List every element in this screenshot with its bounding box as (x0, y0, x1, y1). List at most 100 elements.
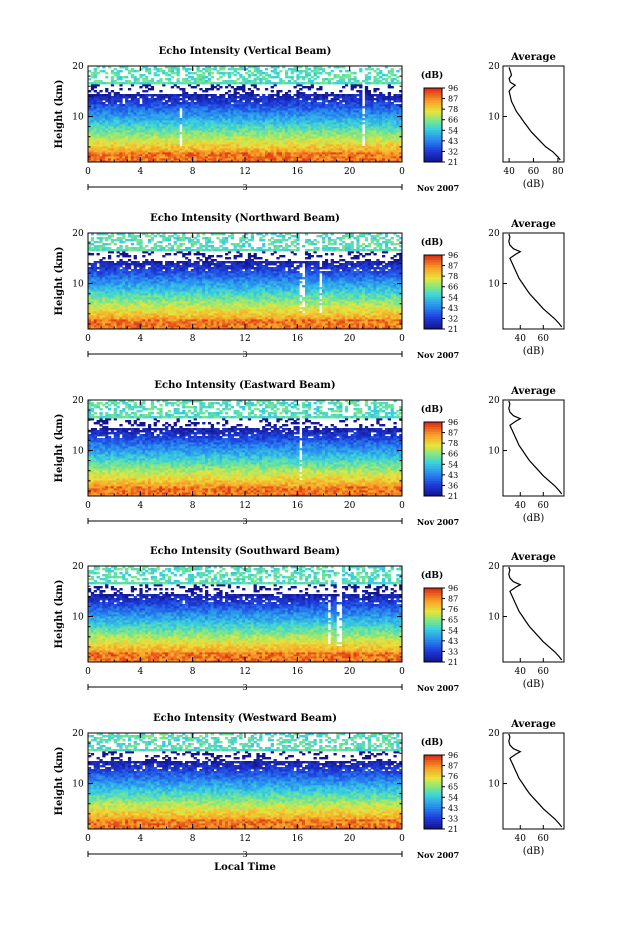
heatmap-cell (190, 112, 195, 115)
heatmap-cell (96, 315, 100, 318)
heatmap-cell (287, 90, 292, 93)
heatmap-cell (190, 150, 195, 153)
heatmap-cell (182, 100, 186, 103)
heatmap-cell (336, 76, 340, 79)
heatmap-cell (324, 92, 329, 95)
heatmap-cell (196, 132, 200, 135)
heatmap-cell (256, 116, 260, 119)
heatmap-cell (96, 126, 100, 129)
heatmap-cell (207, 126, 212, 129)
heatmap-cell (142, 122, 146, 125)
heatmap-cell (336, 132, 340, 135)
heatmap-cell (307, 142, 312, 145)
heatmap-cell (259, 106, 263, 109)
heatmap-cell (216, 154, 220, 157)
heatmap-cell (293, 148, 297, 151)
heatmap-cell (176, 114, 180, 117)
heatmap-cell (210, 158, 214, 161)
heatmap-cell (299, 92, 303, 95)
heatmap-cell (225, 102, 229, 105)
heatmap-cell (316, 116, 320, 119)
heatmap-cell (304, 108, 309, 111)
heatmap-cell (182, 126, 186, 129)
heatmap-cell (139, 134, 143, 137)
heatmap-cell (250, 84, 254, 87)
heatmap-cell (122, 289, 126, 292)
heatmap-cell (105, 120, 109, 123)
heatmap-cell (307, 158, 312, 161)
heatmap-cell (367, 144, 371, 147)
heatmap-cell (264, 142, 269, 145)
heatmap-cell (264, 110, 269, 113)
heatmap-cell (387, 132, 391, 135)
heatmap-cell (319, 102, 323, 105)
heatmap-cell (216, 84, 220, 87)
heatmap-cell (302, 110, 306, 113)
heatmap-cell (207, 120, 212, 123)
heatmap-cell (319, 138, 323, 141)
heatmap-cell (324, 118, 329, 121)
heatmap-cell (130, 114, 135, 117)
heatmap-cell (239, 138, 243, 141)
heatmap-cell (165, 148, 169, 151)
heatmap-cell (242, 124, 246, 127)
heatmap-cell (202, 122, 206, 125)
heatmap-cell (353, 158, 357, 161)
heatmap-cell (299, 76, 303, 79)
heatmap-cell (139, 96, 143, 99)
heatmap-cell (159, 80, 163, 83)
heatmap-cell (290, 142, 294, 145)
heatmap-cell (196, 112, 200, 115)
heatmap-cell (382, 160, 386, 163)
heatmap-cell (119, 126, 123, 129)
heatmap-cell (362, 154, 366, 157)
heatmap-cell (136, 106, 140, 109)
heatmap-cell (313, 140, 317, 143)
heatmap-cell (125, 289, 129, 292)
heatmap-cell (290, 72, 294, 75)
heatmap-cell (150, 134, 155, 137)
heatmap-cell (353, 146, 357, 149)
heatmap-cell (159, 122, 163, 125)
heatmap-cell (367, 116, 371, 119)
heatmap-cell (273, 158, 277, 161)
heatmap-cell (116, 76, 120, 79)
heatmap-cell (247, 150, 252, 153)
heatmap-cell (96, 130, 100, 133)
heatmap-cell (182, 96, 186, 99)
heatmap-cell (242, 142, 246, 145)
heatmap-cell (170, 86, 175, 89)
heatmap-cell (105, 130, 109, 133)
heatmap-cell (90, 309, 95, 312)
heatmap-cell (170, 136, 175, 139)
heatmap-cell (344, 156, 349, 159)
heatmap-cell (159, 68, 163, 71)
heatmap-cell (156, 80, 160, 83)
heatmap-cell (376, 74, 380, 77)
heatmap-cell (107, 301, 112, 304)
heatmap-cell (96, 295, 100, 298)
heatmap-cell (90, 154, 95, 157)
heatmap-cell (327, 136, 332, 139)
heatmap-cell (376, 146, 380, 149)
heatmap-cell (256, 66, 260, 69)
heatmap-cell (119, 325, 123, 328)
heatmap-cell (122, 130, 126, 133)
heatmap-cell (147, 120, 152, 123)
heatmap-cell (127, 142, 132, 145)
heatmap-cell (90, 138, 95, 141)
heatmap-cell (159, 148, 163, 151)
heatmap-cell (293, 140, 297, 143)
heatmap-cell (353, 122, 357, 125)
heatmap-cell (107, 307, 112, 310)
heatmap-cell (145, 110, 149, 113)
heatmap-cell (193, 152, 197, 155)
heatmap-cell (310, 106, 314, 109)
heatmap-cell (119, 100, 123, 103)
heatmap-cell (133, 110, 137, 113)
heatmap-cell (387, 102, 391, 105)
heatmap-cell (139, 128, 143, 131)
heatmap-cell (125, 152, 129, 155)
heatmap-cell (324, 116, 329, 119)
heatmap-cell (302, 158, 306, 161)
